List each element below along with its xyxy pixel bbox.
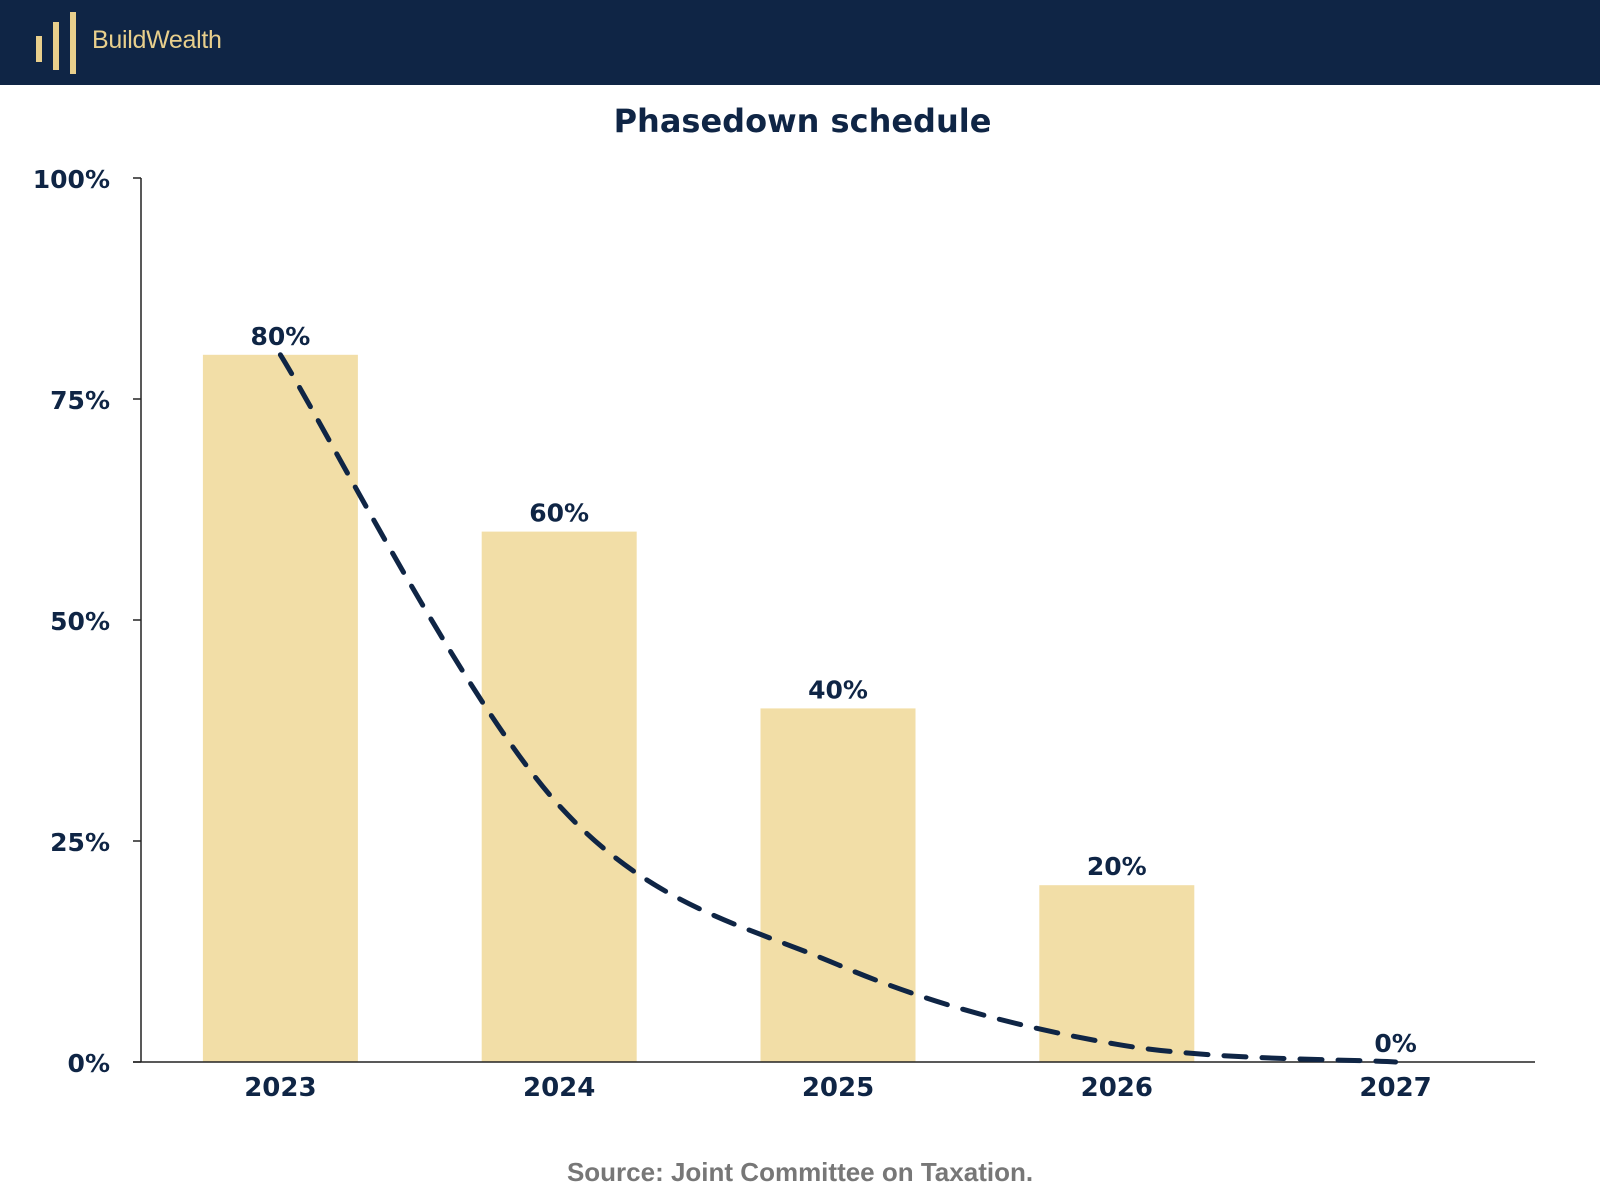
header-bar: BuildWealth (0, 0, 1600, 85)
y-tick-label-100: 100% (33, 165, 110, 194)
x-tick-label-2024: 2024 (523, 1073, 595, 1103)
data-label-2024: 60% (529, 499, 589, 528)
y-tick-label-75: 75% (50, 386, 110, 415)
data-label-2026: 20% (1087, 852, 1147, 881)
data-label-2027: 0% (1374, 1029, 1416, 1058)
x-tick-label-2025: 2025 (802, 1073, 874, 1103)
source-note: Source: Joint Committee on Taxation. (566, 1157, 1034, 1187)
y-tick-label-50: 50% (50, 607, 110, 636)
data-label-2025: 40% (808, 675, 868, 704)
bar-2024 (481, 531, 637, 1062)
x-tick-label-2027: 2027 (1359, 1073, 1431, 1103)
x-tick-label-2026: 2026 (1081, 1073, 1153, 1103)
bar-2025 (760, 708, 916, 1062)
trend-dashed-line (277, 352, 1399, 1065)
y-tick-label-25: 25% (50, 828, 110, 857)
x-tick-label-2023: 2023 (244, 1073, 316, 1103)
data-label-2023: 80% (250, 322, 310, 351)
y-tick-label-0: 0% (68, 1049, 110, 1078)
bar-columns-logo-icon (36, 12, 76, 74)
bar-2023 (202, 354, 358, 1062)
bar-2026 (1039, 885, 1195, 1062)
chart-title: Phasedown schedule (613, 102, 992, 140)
brand-name: BuildWealth (92, 26, 222, 54)
